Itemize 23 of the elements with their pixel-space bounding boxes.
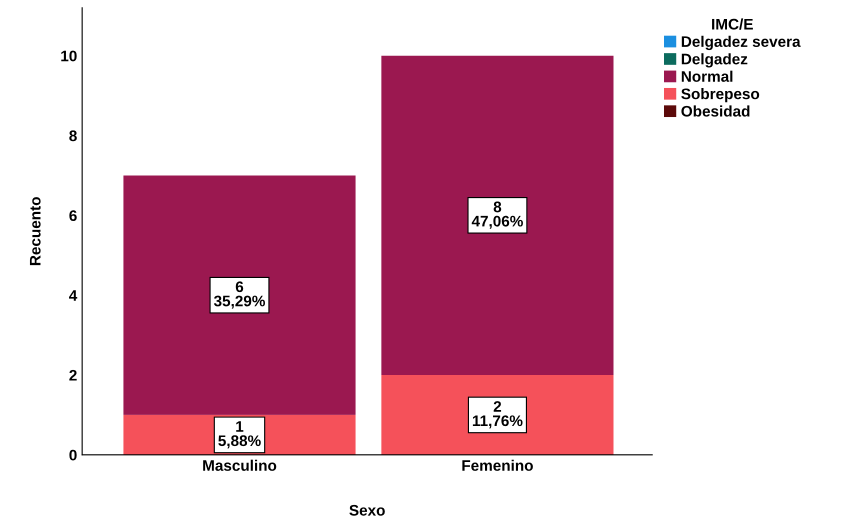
legend-label: Obesidad bbox=[681, 105, 750, 117]
bar bbox=[381, 375, 614, 455]
x-tick-label: Femenino bbox=[462, 460, 533, 471]
legend-title: IMC/E bbox=[712, 18, 753, 30]
bar bbox=[123, 175, 356, 415]
y-tick-label: 8 bbox=[69, 130, 77, 142]
bar bbox=[381, 56, 614, 376]
y-tick-label: 6 bbox=[69, 210, 77, 222]
x-tick-label: Masculino bbox=[203, 460, 276, 471]
data-label: 1 5,88% bbox=[218, 421, 261, 448]
y-tick-label: 2 bbox=[69, 370, 77, 381]
x-axis-title: Sexo bbox=[349, 504, 385, 516]
data-label: 2 11,76% bbox=[472, 401, 523, 428]
y-axis-title: Recuento bbox=[30, 197, 41, 266]
legend-label: Sobrepeso bbox=[681, 88, 760, 102]
legend-label: Delgadez bbox=[682, 53, 748, 68]
y-tick-label: 0 bbox=[69, 450, 77, 461]
y-tick-label: 4 bbox=[69, 290, 78, 301]
legend-label: Delgadez severa bbox=[682, 36, 801, 50]
legend-label: Normal bbox=[682, 70, 732, 82]
data-label: 8 47,06% bbox=[472, 202, 523, 229]
data-label: 6 35,29% bbox=[214, 281, 266, 309]
y-tick-label: 10 bbox=[61, 50, 77, 62]
